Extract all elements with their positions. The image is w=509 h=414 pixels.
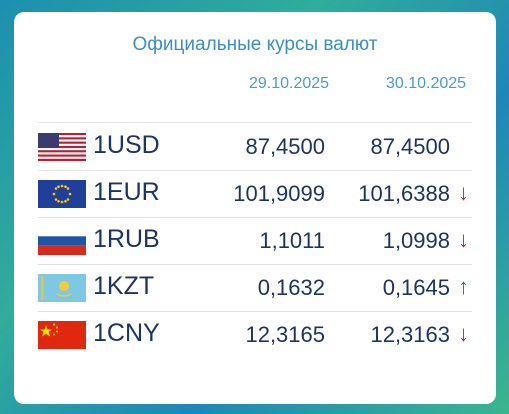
flag-icon [38, 227, 86, 255]
rate-value: 12,3163 [370, 322, 450, 347]
rate-value: 12,3165 [245, 322, 325, 347]
rate-value: 87,4500 [370, 134, 450, 159]
date: 29.10.2025 [248, 75, 330, 92]
trend-arrow: ↓ [458, 180, 469, 205]
trend-arrow: ↑ [458, 274, 469, 299]
separator [38, 122, 472, 123]
separator [38, 311, 472, 312]
rate-value: 101,6388 [358, 181, 450, 206]
trend-arrow: ↓ [458, 321, 469, 346]
flag-icon [38, 180, 86, 208]
rate-value: 1,0998 [382, 228, 450, 253]
currency-code: 1EUR [93, 178, 160, 206]
rate-value: 1,1011 [259, 228, 325, 253]
currency-code: 1CNY [93, 319, 160, 347]
title: Официальные курсы валют [132, 34, 378, 55]
currency-code: 1KZT [93, 272, 155, 300]
flag-icon [38, 321, 86, 349]
rate-row: 1KZT 0,1632 0,1645 ↑ [14, 264, 496, 310]
currency-code: 1USD [93, 131, 160, 159]
date: 30.10.2025 [385, 75, 467, 92]
separator [38, 170, 472, 171]
rate-value: 101,9099 [233, 181, 325, 206]
flag-icon [38, 133, 86, 161]
rate-row: 1EUR 101,9099 101,6388 ↓ [14, 170, 496, 216]
rate-value: 0,1632 [257, 275, 325, 300]
rate-row: 1USD 87,4500 87,4500 [14, 123, 496, 169]
rate-value: 0,1645 [382, 275, 450, 300]
rate-row: 1CNY 12,3165 12,3163 ↓ [14, 311, 496, 357]
separator [38, 264, 472, 265]
separator [38, 217, 472, 218]
flag-icon [38, 274, 86, 302]
rate-row: 1RUB 1,1011 1,0998 ↓ [14, 217, 496, 263]
rates-card: Официальные курсы валют 29.10.2025 30.10… [14, 12, 496, 404]
trend-arrow: ↓ [458, 227, 469, 252]
rate-value: 87,4500 [245, 134, 325, 159]
currency-code: 1RUB [93, 225, 160, 253]
